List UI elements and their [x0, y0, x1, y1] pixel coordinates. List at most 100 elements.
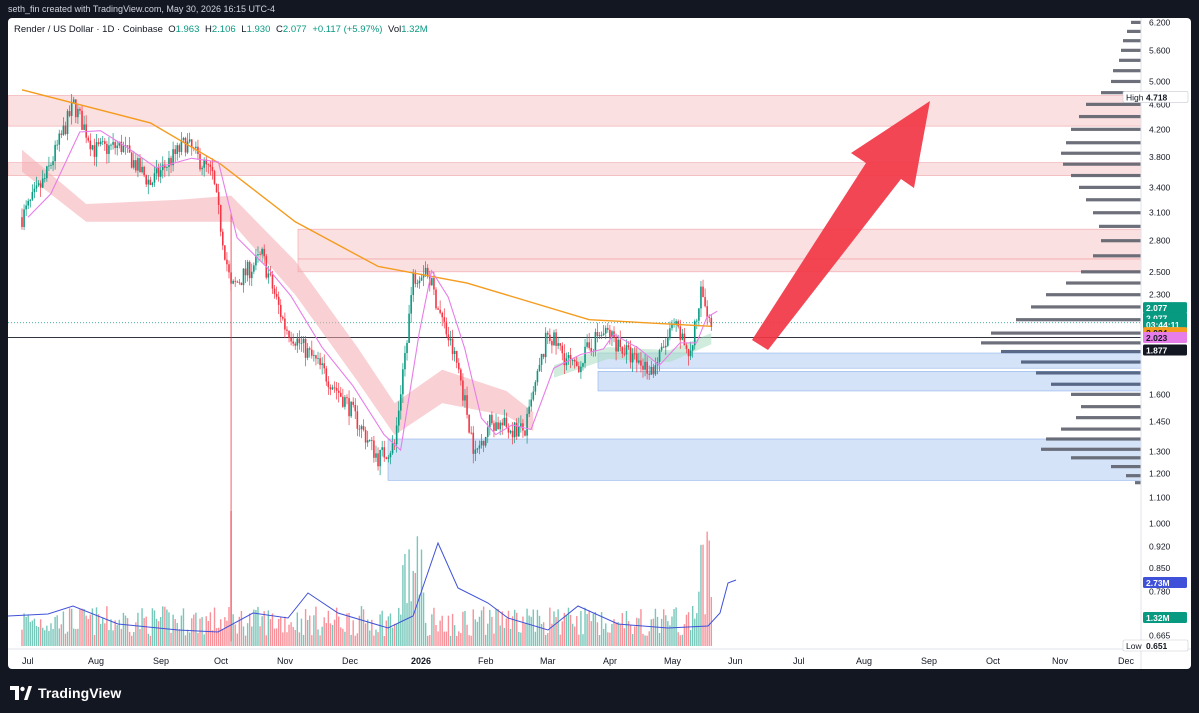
volume-bar: [631, 633, 634, 646]
volume-bar: [545, 634, 547, 646]
volume-bar: [702, 544, 704, 646]
candle: [621, 347, 624, 354]
price-tick-label: 0.665: [1149, 630, 1171, 640]
candle: [542, 353, 545, 358]
volume-bar: [354, 635, 356, 646]
profile-bar: [1071, 456, 1141, 460]
candle: [627, 345, 630, 348]
profile-bar: [1081, 270, 1141, 274]
time-tick-label: Sep: [153, 656, 169, 666]
candle: [468, 414, 470, 433]
price-chart[interactable]: 6.200 5.600 5.000 4.600 4.200 3.800 3.400 3.100…: [8, 18, 1191, 669]
volume-bar: [178, 629, 181, 646]
candle: [648, 373, 651, 375]
candle: [72, 99, 75, 103]
candle: [375, 453, 377, 458]
candle: [97, 142, 100, 145]
volume-bar: [458, 631, 460, 646]
volume-bars: [21, 511, 713, 646]
candle: [532, 391, 535, 400]
candle: [431, 278, 433, 286]
symbol-title: Render / US Dollar · 1D · Coinbase: [14, 24, 163, 35]
volume-bar: [238, 616, 241, 646]
volume-bar: [313, 615, 315, 646]
volume-bar: [687, 612, 690, 646]
volume-bar: [83, 608, 85, 646]
volume-bar: [50, 623, 52, 646]
candle: [685, 345, 688, 349]
volume-bar: [433, 607, 435, 646]
candle: [362, 426, 365, 431]
volume-bar: [480, 610, 483, 646]
profile-bar: [1046, 293, 1141, 297]
candle: [284, 318, 286, 330]
volume-bar: [542, 622, 545, 646]
volume-bar: [23, 613, 25, 646]
volume-bar: [224, 617, 226, 646]
high-label: H: [205, 24, 212, 35]
volume-bar: [658, 632, 661, 646]
candle: [493, 423, 495, 431]
volume-bar: [240, 610, 243, 646]
candle: [623, 353, 626, 355]
candle: [567, 355, 570, 359]
volume-bar: [507, 610, 510, 646]
price-label-box: [1143, 344, 1187, 356]
candle: [489, 414, 491, 428]
profile-bar: [1071, 392, 1141, 396]
volume-bar: [309, 615, 311, 646]
profile-bar: [1131, 20, 1141, 24]
volume-bar: [621, 613, 623, 646]
candle: [182, 137, 185, 140]
candle: [344, 397, 346, 407]
volume-bar: [188, 632, 191, 646]
price-tick-label: 2.800: [1149, 236, 1171, 246]
profile-bar: [1081, 405, 1141, 409]
candle: [234, 280, 237, 282]
tradingview-logo[interactable]: TradingView: [10, 684, 121, 702]
candle: [404, 353, 406, 370]
candle: [176, 145, 179, 155]
candle: [159, 170, 162, 177]
time-tick-label: Apr: [603, 656, 617, 666]
volume-bar: [534, 631, 537, 646]
candle: [664, 345, 667, 348]
candle: [607, 327, 609, 330]
candle: [472, 432, 475, 454]
volume-bar: [207, 620, 209, 646]
volume-bar: [596, 622, 599, 646]
volume-bar: [58, 628, 60, 646]
profile-bar: [1061, 151, 1141, 155]
candle: [358, 428, 361, 430]
fast-ma-line: [27, 130, 718, 452]
volume-bar: [304, 609, 307, 646]
candle: [366, 440, 369, 443]
volume-bar: [271, 613, 274, 646]
candle: [186, 141, 189, 153]
volume-bar: [418, 594, 421, 646]
candle: [371, 440, 373, 441]
price-tick-label: 2.300: [1149, 290, 1171, 300]
volume-bar: [456, 635, 458, 646]
volume-bar: [706, 531, 708, 646]
candle: [118, 141, 121, 146]
candle: [385, 457, 388, 459]
candle: [120, 141, 123, 152]
candle: [687, 348, 690, 357]
resistance-zone: [8, 162, 1142, 176]
candle: [586, 342, 588, 347]
candle: [671, 324, 673, 329]
volume-bar: [87, 619, 89, 646]
candle: [693, 321, 696, 346]
candle: [145, 175, 147, 185]
price-label-box: [1143, 612, 1187, 623]
candle: [391, 443, 394, 454]
volume-bar: [669, 625, 671, 646]
candle: [538, 364, 541, 371]
chart-panel[interactable]: Render / US Dollar · 1D · Coinbase O1.96…: [8, 18, 1191, 669]
volume-bar: [650, 619, 652, 646]
volume-bar: [33, 618, 36, 646]
price-label-box: [1143, 331, 1187, 343]
candle: [704, 297, 706, 307]
